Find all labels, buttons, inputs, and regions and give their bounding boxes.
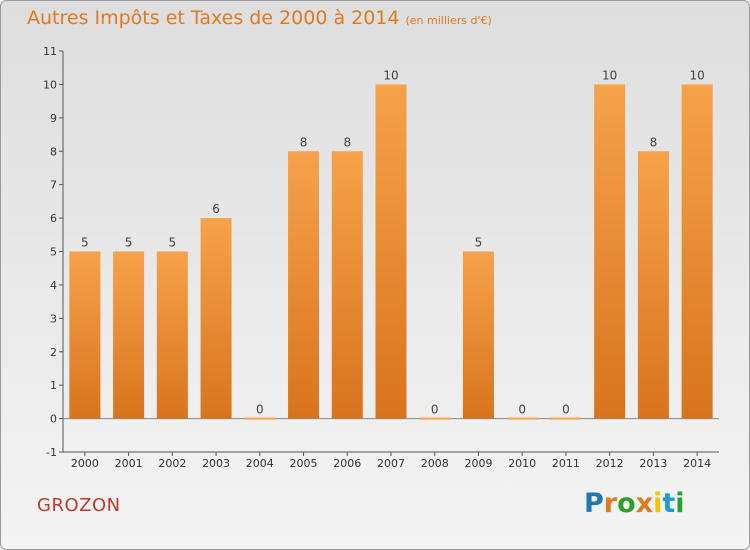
logo-letter: P	[584, 488, 604, 519]
bar	[594, 84, 626, 419]
data-label: 5	[475, 236, 483, 250]
y-tick-label: 3	[50, 312, 57, 325]
bar	[462, 251, 494, 419]
data-label: 10	[383, 68, 398, 82]
logo-letter: x	[635, 488, 654, 519]
logo-letter: i	[653, 488, 663, 519]
bar	[375, 84, 407, 419]
y-tick-label: 9	[50, 112, 57, 125]
y-tick-label: 2	[50, 346, 57, 359]
x-tick-label: 2000	[71, 457, 99, 470]
x-tick-label: 2005	[290, 457, 318, 470]
y-tick-label: 5	[50, 246, 57, 259]
chart-subtitle: (en milliers d'€)	[405, 14, 492, 27]
y-tick-label: 0	[50, 413, 57, 426]
data-label: 8	[650, 135, 658, 149]
x-tick-label: 2004	[246, 457, 274, 470]
bar	[244, 417, 276, 420]
bar	[156, 251, 188, 419]
bar	[681, 84, 713, 419]
x-tick-label: 2006	[333, 457, 361, 470]
y-tick-label: 6	[50, 212, 57, 225]
y-tick-label: 4	[50, 279, 57, 292]
chart-title: Autres Impôts et Taxes de 2000 à 2014 (en…	[27, 7, 492, 29]
data-label: 8	[343, 135, 351, 149]
bar	[69, 251, 101, 419]
data-label: 0	[562, 403, 570, 417]
x-tick-label: 2010	[508, 457, 536, 470]
data-label: 10	[602, 68, 617, 82]
x-tick-label: 2014	[683, 457, 711, 470]
y-tick-label: 1	[50, 379, 57, 392]
bar	[506, 417, 538, 420]
x-tick-label: 2003	[202, 457, 230, 470]
y-tick-label: 10	[43, 78, 57, 91]
bar	[419, 417, 451, 420]
x-tick-label: 2012	[596, 457, 624, 470]
logo-letter: r	[603, 488, 618, 519]
bar	[637, 151, 669, 419]
data-label: 10	[689, 68, 704, 82]
logo-letter: i	[675, 488, 685, 519]
x-tick-label: 2011	[552, 457, 580, 470]
data-label: 6	[212, 202, 220, 216]
data-label: 5	[169, 236, 177, 250]
bar	[550, 417, 582, 420]
chart-title-text: Autres Impôts et Taxes de 2000 à 2014	[27, 7, 400, 29]
data-label: 5	[125, 236, 133, 250]
x-tick-label: 2002	[158, 457, 186, 470]
proxiti-logo[interactable]: Proxiti	[584, 488, 685, 519]
y-tick-label: -1	[46, 446, 57, 459]
x-tick-label: 2008	[421, 457, 449, 470]
data-label: 0	[256, 403, 264, 417]
data-label: 8	[300, 135, 308, 149]
data-label: 0	[431, 403, 439, 417]
x-tick-label: 2001	[115, 457, 143, 470]
y-tick-label: 7	[50, 179, 57, 192]
x-tick-label: 2013	[639, 457, 667, 470]
y-tick-label: 8	[50, 145, 57, 158]
bar	[288, 151, 320, 419]
bar	[113, 251, 145, 419]
data-label: 5	[81, 236, 89, 250]
logo-letter: o	[617, 488, 636, 519]
x-tick-label: 2009	[464, 457, 492, 470]
y-tick-label: 11	[43, 45, 57, 58]
x-tick-label: 2007	[377, 457, 405, 470]
commune-name: GROZON	[37, 495, 121, 516]
data-label: 0	[518, 403, 526, 417]
logo-letter: t	[662, 488, 676, 519]
bar	[200, 218, 232, 419]
bar	[331, 151, 363, 419]
